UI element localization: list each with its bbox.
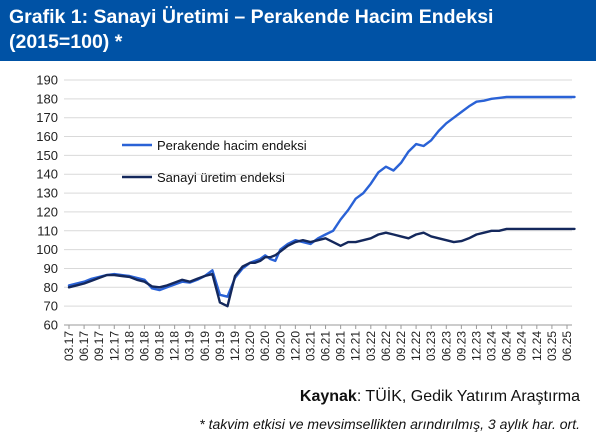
y-tick-label: 110 — [37, 223, 58, 238]
x-tick-label: 06.22 — [379, 331, 393, 361]
x-tick-label: 03.17 — [62, 331, 76, 361]
x-tick-label: 09.22 — [394, 331, 408, 361]
x-tick-label: 06.18 — [137, 331, 151, 361]
chart-header: Grafik 1: Sanayi Üretimi – Perakende Hac… — [0, 0, 596, 61]
legend: Perakende hacim endeksi Sanayi üretim end… — [122, 138, 307, 185]
y-tick-label: 140 — [36, 167, 58, 182]
y-tick-label: 170 — [36, 110, 58, 125]
y-tick-label: 60 — [44, 318, 58, 333]
y-tick-label: 90 — [44, 261, 58, 276]
x-tick-label: 03.22 — [364, 331, 378, 361]
gridlines — [64, 79, 572, 326]
y-tick-label: 130 — [36, 186, 58, 201]
source-label: Kaynak — [299, 388, 357, 405]
x-tick-label: 06.20 — [258, 331, 272, 361]
x-tick-label: 06.24 — [500, 331, 514, 361]
line-chart: 60 70 80 90 100 110 120 130 140 150 160 170 180 190 0… — [36, 73, 576, 361]
y-tick-label: 120 — [36, 204, 58, 219]
source-line: Kaynak: TÜİK, Gedik Yatırım Araştırma — [300, 388, 580, 406]
x-tick-label: 06.19 — [198, 331, 212, 361]
x-tick-label: 12.19 — [228, 331, 242, 361]
y-axis: 60 70 80 90 100 110 120 130 140 150 160 170 180 190 — [36, 73, 58, 333]
x-tick-label: 09.23 — [454, 331, 468, 361]
y-tick-label: 70 — [44, 299, 58, 314]
x-tick-label: 03.23 — [424, 331, 438, 361]
x-axis: 03.17 06.17 09.17 12.17 03.18 06.18 09.18 12.18… — [62, 324, 574, 361]
y-tick-label: 150 — [36, 148, 58, 163]
x-tick-label: 09.18 — [153, 331, 167, 361]
x-tick-label: 12.23 — [469, 331, 483, 361]
x-tick-label: 09.24 — [515, 331, 529, 361]
series-lines — [67, 95, 576, 308]
y-tick-label: 190 — [36, 73, 58, 88]
y-tick-label: 160 — [36, 129, 58, 144]
x-tick-label: 12.20 — [288, 331, 302, 361]
footnote: * takvim etkisi ve mevsimsellikten arınd… — [199, 416, 580, 432]
x-tick-label: 03.20 — [243, 331, 257, 361]
x-tick-label: 03.24 — [485, 331, 499, 361]
x-tick-label: 12.24 — [530, 331, 544, 361]
x-tick-label: 03.25 — [545, 331, 559, 361]
x-tick-label: 09.19 — [213, 331, 227, 361]
x-tick-label: 03.19 — [183, 331, 197, 361]
x-tick-label: 06.23 — [439, 331, 453, 361]
y-tick-label: 80 — [44, 280, 58, 295]
x-tick-label: 09.21 — [334, 331, 348, 361]
y-tick-label: 100 — [36, 242, 58, 257]
y-tick-label: 180 — [36, 91, 58, 106]
x-tick-label: 03.18 — [122, 331, 136, 361]
series-line — [67, 227, 576, 308]
x-tick-label: 12.22 — [409, 331, 423, 361]
x-tick-label: 09.17 — [92, 331, 106, 361]
legend-label: Sanayi üretim endeksi — [157, 170, 285, 185]
x-tick-label: 12.17 — [107, 331, 121, 361]
x-tick-label: 06.17 — [77, 331, 91, 361]
x-tick-label: 06.21 — [319, 331, 333, 361]
x-tick-label: 03.21 — [303, 331, 317, 361]
x-tick-label: 06.25 — [560, 331, 574, 361]
chart-title: Grafik 1: Sanayi Üretimi – Perakende Hac… — [9, 6, 494, 53]
series-line — [67, 95, 576, 298]
x-tick-label: 12.18 — [168, 331, 182, 361]
x-tick-label: 12.21 — [349, 331, 363, 361]
x-tick-label: 09.20 — [273, 331, 287, 361]
legend-label: Perakende hacim endeksi — [157, 138, 307, 153]
source-text: : TÜİK, Gedik Yatırım Araştırma — [356, 388, 580, 405]
